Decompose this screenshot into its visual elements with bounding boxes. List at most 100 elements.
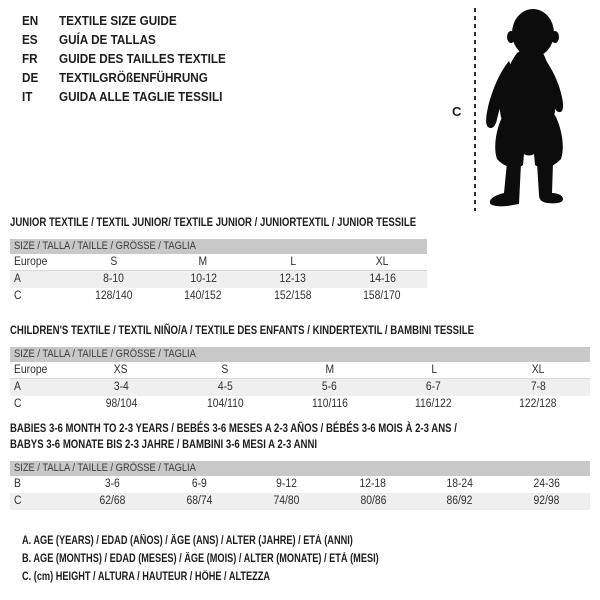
legend-line-text: C. (cm) HEIGHT / ALTURA / HAUTEUR / HÖHE… (22, 571, 271, 583)
row-value-text: 116/122 (415, 398, 453, 410)
row-value-text: S (221, 364, 229, 376)
size-header-text: SIZE / TALLA / TAILLE / GRÖSSE / TAGLIA (14, 348, 196, 360)
row-value: 10-12 (159, 271, 249, 288)
language-label: TEXTILGRÖßENFÜHRUNG (59, 68, 224, 87)
row-value: 18-24 (416, 476, 503, 493)
row-value-text: 98/104 (105, 398, 137, 410)
language-label-text: TEXTILGRÖßENFÜHRUNG (59, 70, 208, 85)
row-value-text: L (430, 364, 437, 376)
row-value: 7-8 (486, 379, 590, 396)
row-value: 128/140 (69, 288, 159, 305)
row-value: 86/92 (416, 493, 503, 510)
language-code: ES (22, 30, 59, 49)
row-label: C (10, 493, 69, 510)
row-label: Europe (10, 254, 69, 270)
row-value-text: 3-6 (104, 478, 120, 490)
row-value-text: XL (531, 364, 545, 376)
row-value: 140/152 (159, 288, 249, 305)
row-value-text: 5-6 (322, 381, 337, 393)
language-list: EN TEXTILE SIZE GUIDE ES GUÍA DE TALLAS FR GU… (22, 11, 244, 106)
row-value: 4-5 (173, 379, 277, 396)
row-value: 9-12 (243, 476, 330, 493)
language-code-text: EN (22, 13, 39, 28)
row-value: 12-13 (248, 271, 338, 288)
babies-size-table: BABIES 3-6 MONTH TO 2-3 YEARS / BEBÉS 3-… (10, 420, 590, 510)
language-row: ES GUÍA DE TALLAS (22, 30, 244, 49)
size-header-text: SIZE / TALLA / TAILLE / GRÖSSE / TAGLIA (14, 462, 196, 474)
row-value-text: 3-4 (113, 381, 129, 393)
language-label-text: GUIDA ALLE TAGLIE TESSILI (59, 89, 223, 104)
row-value: 3-6 (69, 476, 156, 493)
language-row: EN TEXTILE SIZE GUIDE (22, 11, 244, 30)
table-row: C 128/140 140/152 152/158 158/170 (10, 288, 427, 305)
row-value: 104/110 (173, 396, 277, 413)
language-code-text: FR (22, 51, 38, 66)
row-value: 74/80 (243, 493, 330, 510)
row-value: 24-36 (503, 476, 590, 493)
baby-height-figure: C (450, 4, 598, 216)
row-value-text: 158/170 (363, 290, 401, 302)
row-value-text: 152/158 (274, 290, 312, 302)
row-label-text: C (14, 290, 22, 302)
row-label-text: A (14, 381, 21, 393)
language-label: GUIDA ALLE TAGLIE TESSILI (59, 87, 241, 106)
row-value-text: S (110, 256, 118, 268)
row-value: 12-18 (329, 476, 416, 493)
row-value: 68/74 (156, 493, 243, 510)
size-header-bar: SIZE / TALLA / TAILLE / GRÖSSE / TAGLIA (10, 239, 427, 254)
table-title-text: CHILDREN'S TEXTILE / TEXTIL NIÑO/A / TEX… (10, 323, 475, 337)
legend-line: A. AGE (YEARS) / EDAD (AÑOS) / ÂGE (ANS)… (22, 532, 468, 550)
row-value: XL (338, 254, 428, 270)
row-label: A (10, 271, 69, 288)
table-row: A 8-10 10-12 12-13 14-16 (10, 271, 427, 288)
language-code: IT (22, 87, 59, 106)
row-value: M (159, 254, 249, 270)
row-label: C (10, 396, 69, 413)
row-value: 6-7 (382, 379, 486, 396)
row-value-text: 68/74 (186, 495, 213, 507)
row-label: C (10, 288, 69, 305)
size-header-bar: SIZE / TALLA / TAILLE / GRÖSSE / TAGLIA (10, 347, 590, 362)
row-value-text: 14-16 (369, 273, 396, 285)
baby-silhouette-icon (486, 9, 564, 207)
children-size-table: CHILDREN'S TEXTILE / TEXTIL NIÑO/A / TEX… (10, 322, 590, 413)
row-label-text: C (14, 398, 22, 410)
table-title: JUNIOR TEXTILE / TEXTIL JUNIOR/ TEXTILE … (10, 214, 427, 230)
row-value: L (248, 254, 338, 270)
row-label-text: C (14, 495, 22, 507)
table-title-block: BABIES 3-6 MONTH TO 2-3 YEARS / BEBÉS 3-… (10, 420, 590, 452)
row-value: 122/128 (486, 396, 590, 413)
table-title: BABIES 3-6 MONTH TO 2-3 YEARS / BEBÉS 3-… (10, 420, 590, 436)
row-label-text: A (14, 273, 21, 285)
table-row: C 62/68 68/74 74/80 80/86 86/92 92/98 (10, 493, 590, 510)
row-value-text: XS (114, 364, 128, 376)
language-row: IT GUIDA ALLE TAGLIE TESSILI (22, 87, 244, 106)
row-value-text: 92/98 (533, 495, 560, 507)
row-value: 152/158 (248, 288, 338, 305)
row-value-text: 10-12 (190, 273, 217, 285)
height-marker-label: C (452, 104, 462, 119)
language-row: DE TEXTILGRÖßENFÜHRUNG (22, 68, 244, 87)
table-row: B 3-6 6-9 9-12 12-18 18-24 24-36 (10, 476, 590, 493)
row-value: 92/98 (503, 493, 590, 510)
table-title-text: BABIES 3-6 MONTH TO 2-3 YEARS / BEBÉS 3-… (10, 421, 457, 435)
row-value-text: 80/86 (359, 495, 386, 507)
language-label: GUÍA DE TALLAS (59, 30, 167, 49)
table-title: BABYS 3-6 MONATE BIS 2-3 JAHRE / BAMBINI… (10, 436, 590, 452)
row-value-text: 7-8 (530, 381, 546, 393)
language-label-text: GUÍA DE TALLAS (59, 32, 156, 47)
row-value: 98/104 (69, 396, 173, 413)
row-value-text: 104/110 (206, 398, 244, 410)
row-value-text: 122/128 (519, 398, 557, 410)
row-label-text: Europe (14, 256, 48, 268)
language-label: GUIDE DES TAILLES TEXTILE (59, 49, 244, 68)
row-value: 8-10 (69, 271, 159, 288)
table-row: Europe XS S M L XL (10, 362, 590, 379)
row-label: B (10, 476, 69, 493)
row-value-text: 86/92 (446, 495, 473, 507)
row-value-text: 24-36 (533, 478, 560, 490)
row-value: L (382, 362, 486, 378)
language-code-text: IT (22, 89, 33, 104)
row-value-text: 6-7 (426, 381, 442, 393)
language-code: FR (22, 49, 59, 68)
